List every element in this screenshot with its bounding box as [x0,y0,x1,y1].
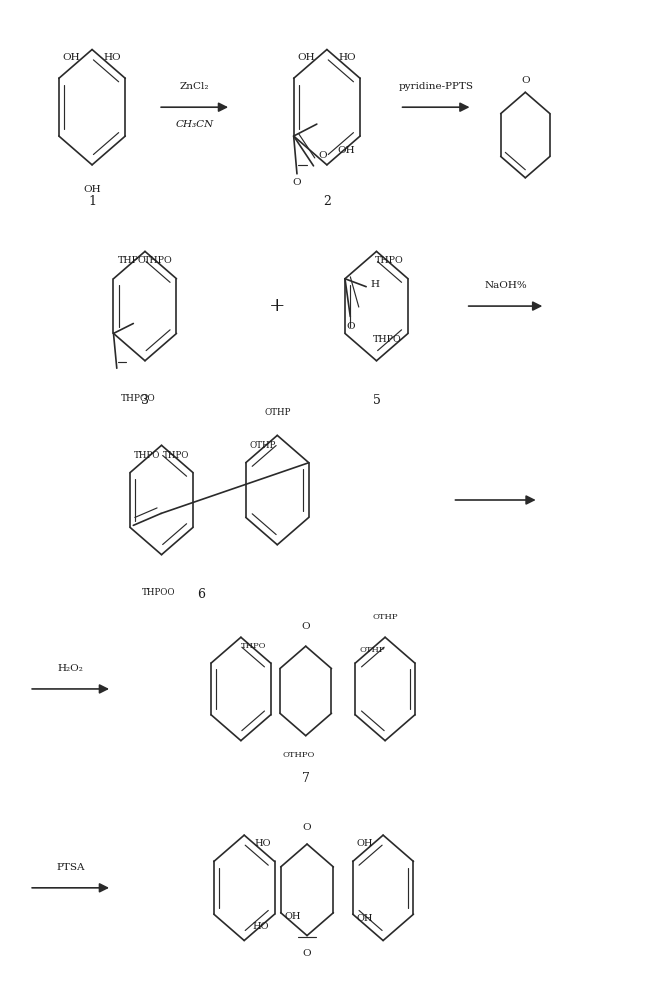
Text: THPOO: THPOO [121,394,156,403]
Text: O: O [346,322,355,331]
Text: O: O [521,76,530,85]
Text: 7: 7 [301,772,309,785]
Text: OH: OH [63,53,81,62]
Text: OTHP: OTHP [249,441,276,450]
Text: PTSA: PTSA [56,863,85,872]
Text: OTHP: OTHP [360,646,385,654]
Text: OH: OH [357,839,374,848]
Text: OH: OH [338,146,355,155]
Text: THPO: THPO [134,451,160,460]
Text: OH: OH [83,185,101,194]
Text: OTHP: OTHP [264,408,290,417]
Text: CH₃CN: CH₃CN [175,120,213,129]
Text: THPO: THPO [144,256,173,265]
Text: HO: HO [339,53,356,62]
Text: THPO: THPO [241,642,267,650]
Text: THPO: THPO [373,335,402,344]
Text: THPO: THPO [117,256,146,265]
Text: +: + [269,297,285,315]
Text: 6: 6 [197,588,205,601]
Text: OH: OH [285,912,301,921]
Text: THPO: THPO [376,256,404,265]
Text: OTHP: OTHP [372,613,398,621]
Text: HO: HO [254,839,271,848]
Text: pyridine-PPTS: pyridine-PPTS [398,82,474,91]
Text: HO: HO [253,922,269,931]
Text: ZnCl₂: ZnCl₂ [180,82,209,91]
Text: O: O [303,949,311,958]
Text: O: O [319,151,327,160]
Text: 2: 2 [323,195,331,208]
Text: 3: 3 [141,394,149,407]
Text: OH: OH [357,914,374,923]
Text: OH: OH [297,53,315,62]
Text: H: H [370,280,379,289]
Text: THPO: THPO [163,451,189,460]
Text: 1: 1 [88,195,96,208]
Text: OTHPO: OTHPO [283,751,315,759]
Text: HO: HO [103,53,121,62]
Text: THPOO: THPOO [141,588,175,597]
Text: H₂O₂: H₂O₂ [57,664,83,673]
Text: NaOH%: NaOH% [484,281,527,290]
Text: 5: 5 [373,394,380,407]
Text: O: O [301,622,310,631]
Text: O: O [303,823,311,832]
Text: O: O [292,178,301,187]
